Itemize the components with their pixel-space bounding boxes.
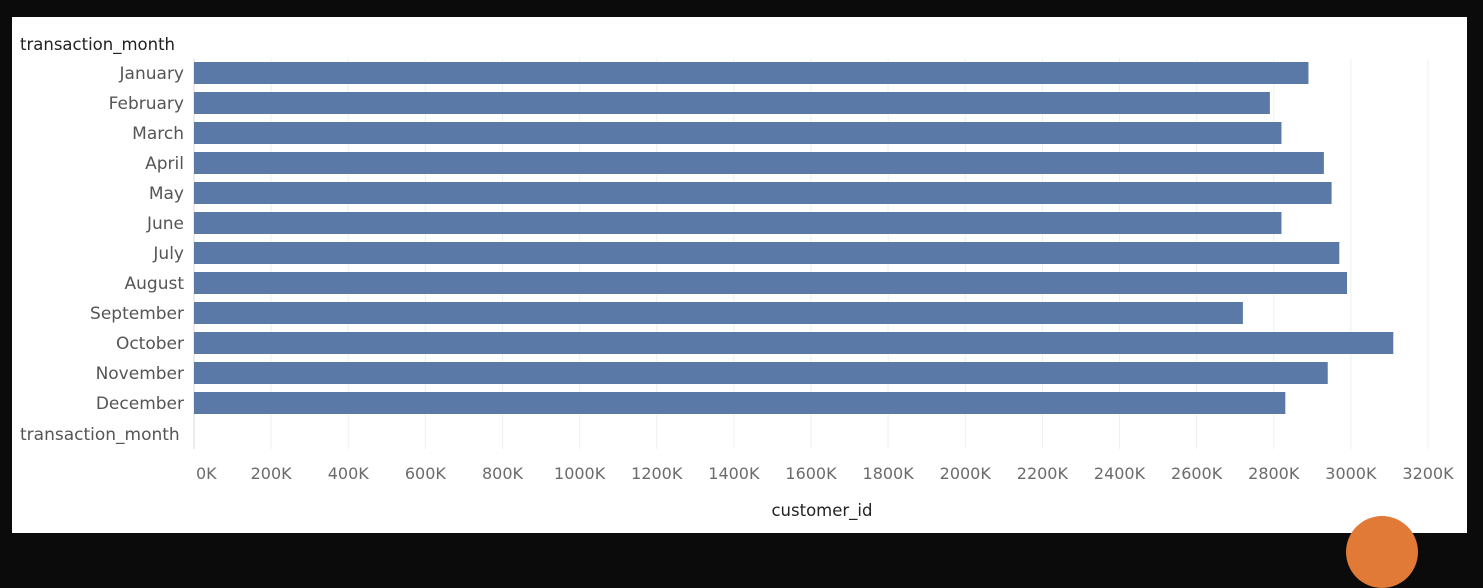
x-tick-label: 0K bbox=[196, 464, 217, 483]
bar-august[interactable] bbox=[194, 272, 1348, 294]
row-label-july: July bbox=[152, 244, 184, 264]
row-label-january: January bbox=[119, 64, 184, 84]
row-label-november: November bbox=[96, 364, 184, 384]
x-tick-label: 1400K bbox=[708, 464, 760, 483]
row-header-label: transaction_month bbox=[20, 35, 175, 55]
row-label-june: June bbox=[146, 214, 184, 234]
row-label-april: April bbox=[145, 154, 184, 174]
bar-january[interactable] bbox=[194, 62, 1309, 84]
x-tick-label: 600K bbox=[405, 464, 447, 483]
x-tick-label: 800K bbox=[482, 464, 524, 483]
row-labels: January February March April May June July Augu… bbox=[90, 64, 184, 414]
bar-october[interactable] bbox=[194, 332, 1394, 354]
row-label-august: August bbox=[125, 274, 185, 294]
bar-july[interactable] bbox=[194, 242, 1340, 264]
x-tick-label: 3000K bbox=[1325, 464, 1377, 483]
bars bbox=[194, 62, 1394, 414]
x-tick-label: 400K bbox=[328, 464, 370, 483]
x-tick-label: 2600K bbox=[1171, 464, 1223, 483]
x-tick-label: 2000K bbox=[940, 464, 992, 483]
row-label-december: December bbox=[96, 394, 184, 414]
bar-may[interactable] bbox=[194, 182, 1332, 204]
row-label-february: February bbox=[109, 94, 184, 114]
x-tick-label: 1600K bbox=[785, 464, 837, 483]
x-tick-label: 2200K bbox=[1017, 464, 1069, 483]
bar-march[interactable] bbox=[194, 122, 1282, 144]
row-label-october: October bbox=[116, 334, 184, 354]
bar-april[interactable] bbox=[194, 152, 1324, 174]
bar-february[interactable] bbox=[194, 92, 1270, 114]
bar-chart: January February March April May June July Augu… bbox=[20, 35, 1454, 521]
x-tick-label: 1200K bbox=[631, 464, 683, 483]
row-label-may: May bbox=[149, 184, 184, 204]
x-tick-label: 3200K bbox=[1402, 464, 1454, 483]
bar-november[interactable] bbox=[194, 362, 1328, 384]
row-label-march: March bbox=[132, 124, 184, 144]
bar-june[interactable] bbox=[194, 212, 1282, 234]
x-tick-label: 2400K bbox=[1094, 464, 1146, 483]
bar-september[interactable] bbox=[194, 302, 1243, 324]
row-label-september: September bbox=[90, 304, 184, 324]
floating-action-button[interactable] bbox=[1346, 516, 1418, 588]
x-tick-label: 1000K bbox=[554, 464, 606, 483]
footer-row-label: transaction_month bbox=[20, 425, 180, 445]
x-axis-title: customer_id bbox=[771, 501, 872, 521]
x-tick-label: 1800K bbox=[863, 464, 915, 483]
x-tick-label: 200K bbox=[251, 464, 293, 483]
chart-panel: January February March April May June July Augu… bbox=[12, 17, 1467, 533]
bar-december[interactable] bbox=[194, 392, 1286, 414]
x-tick-label: 2800K bbox=[1248, 464, 1300, 483]
x-tick-labels: 0K 200K 400K 600K 800K 1000K 1200K 1400K 1600K 18… bbox=[196, 464, 1454, 483]
